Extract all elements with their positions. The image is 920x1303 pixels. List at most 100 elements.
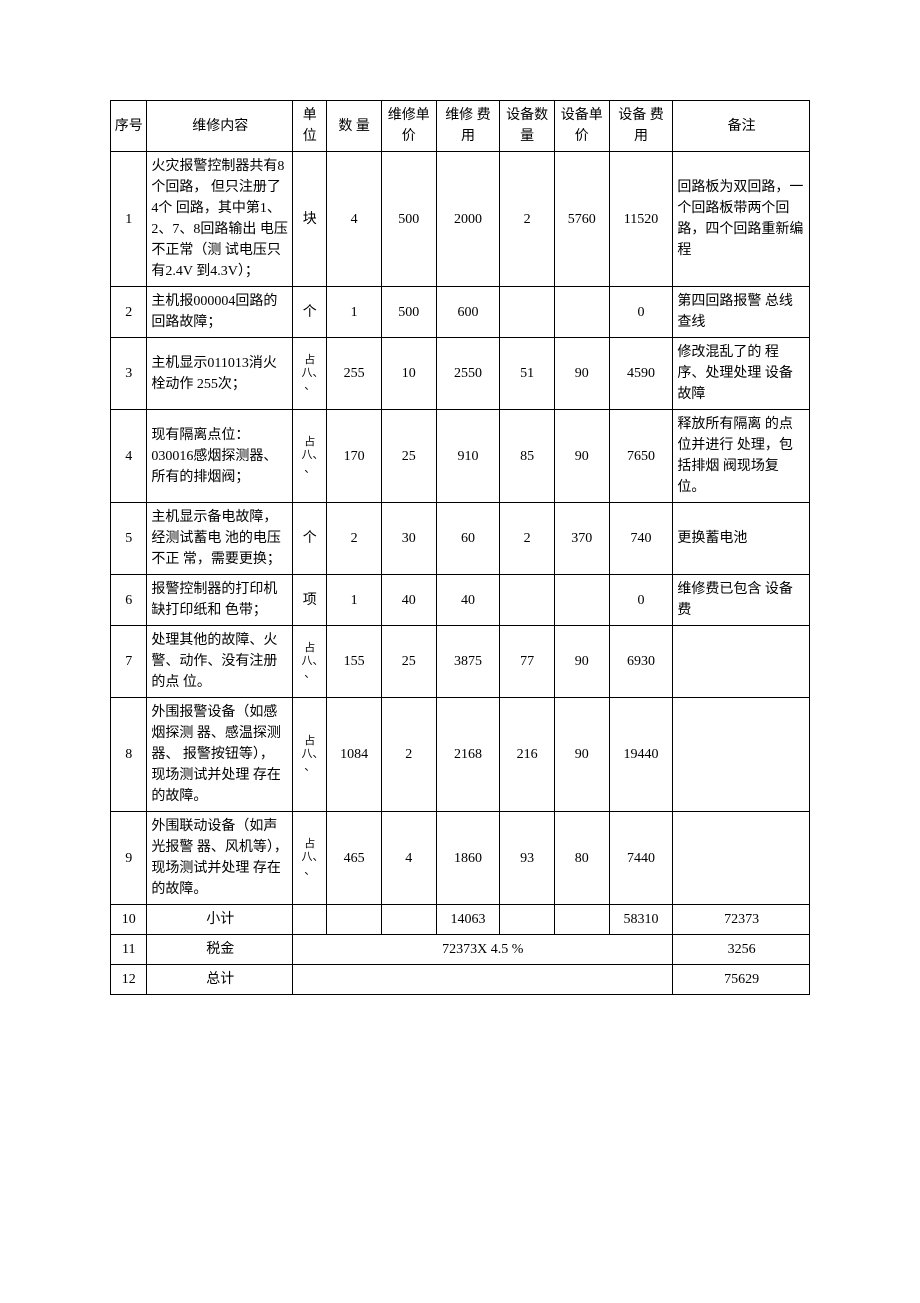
cell-qty: 155 — [327, 626, 382, 698]
cell-remark — [673, 812, 810, 905]
cell-remark: 更换蓄电池 — [673, 503, 810, 575]
cell-seq: 6 — [111, 575, 147, 626]
cell-fee: 1860 — [436, 812, 500, 905]
cell-eqty: 2 — [500, 152, 555, 287]
header-seq: 序号 — [111, 101, 147, 152]
cell-efee: 6930 — [609, 626, 673, 698]
cell-eprice: 370 — [554, 503, 609, 575]
cell-remark: 回路板为双回路，一个回路板带两个回路，四个回路重新编 程 — [673, 152, 810, 287]
cell-eqty: 216 — [500, 698, 555, 812]
cell-efee: 11520 — [609, 152, 673, 287]
cell-empty — [293, 965, 673, 995]
table-row: 5 主机显示备电故障，经测试蓄电 池的电压不正 常，需要更换； 个 2 30 6… — [111, 503, 810, 575]
cell-price: 2 — [381, 698, 436, 812]
cell-price: 30 — [381, 503, 436, 575]
cell-fee: 600 — [436, 287, 500, 338]
table-row: 6 报警控制器的打印机缺打印纸和 色带； 项 1 40 40 0 维修费已包含 … — [111, 575, 810, 626]
cell-eqty: 93 — [500, 812, 555, 905]
cell-fee: 2168 — [436, 698, 500, 812]
cell-efee: 0 — [609, 287, 673, 338]
cell-price: 25 — [381, 626, 436, 698]
cell-remark: 修改混乱了的 程序、处理处理 设备故障 — [673, 338, 810, 410]
cell-qty: 4 — [327, 152, 382, 287]
cell-tax-label: 税金 — [147, 935, 293, 965]
cell-seq: 8 — [111, 698, 147, 812]
cell-fee: 2550 — [436, 338, 500, 410]
table-row: 2 主机报000004回路的回路故障； 个 1 500 600 0 第四回路报警… — [111, 287, 810, 338]
cell-efee: 740 — [609, 503, 673, 575]
cell-unit: 块 — [293, 152, 327, 287]
cell-fee: 60 — [436, 503, 500, 575]
cell-unit: 占八、、 — [293, 812, 327, 905]
cell-fee: 40 — [436, 575, 500, 626]
cell-efee: 7650 — [609, 410, 673, 503]
maintenance-cost-table: 序号 维修内容 单位 数 量 维修单价 维修 费用 设备数量 设备单价 设备 费… — [110, 100, 810, 995]
header-content: 维修内容 — [147, 101, 293, 152]
table-row: 8 外围报警设备（如感烟探测 器、感温探测器、 报警按钮等）， 现场测试并处理 … — [111, 698, 810, 812]
cell-content: 外围联动设备（如声光报警 器、风机等）， 现场测试并处理 存在的故障。 — [147, 812, 293, 905]
cell-grandtotal-label: 总计 — [147, 965, 293, 995]
cell-empty — [327, 905, 382, 935]
cell-price: 40 — [381, 575, 436, 626]
subtotal-row: 10 小计 14063 58310 72373 — [111, 905, 810, 935]
cell-eqty: 85 — [500, 410, 555, 503]
cell-content: 外围报警设备（如感烟探测 器、感温探测器、 报警按钮等）， 现场测试并处理 存在… — [147, 698, 293, 812]
cell-empty — [554, 905, 609, 935]
cell-efee: 0 — [609, 575, 673, 626]
cell-seq: 10 — [111, 905, 147, 935]
cell-qty: 170 — [327, 410, 382, 503]
cell-eprice: 90 — [554, 410, 609, 503]
cell-eprice: 5760 — [554, 152, 609, 287]
cell-eprice: 80 — [554, 812, 609, 905]
header-unit: 单位 — [293, 101, 327, 152]
cell-qty: 255 — [327, 338, 382, 410]
header-row: 序号 维修内容 单位 数 量 维修单价 维修 费用 设备数量 设备单价 设备 费… — [111, 101, 810, 152]
cell-qty: 2 — [327, 503, 382, 575]
cell-seq: 2 — [111, 287, 147, 338]
table-row: 1 火灾报警控制器共有8个回路， 但只注册了 4个 回路，其中第1、 2、7、8… — [111, 152, 810, 287]
table-row: 3 主机显示011013消火栓动作 255次； 占八、、 255 10 2550… — [111, 338, 810, 410]
cell-efee: 19440 — [609, 698, 673, 812]
cell-eqty — [500, 575, 555, 626]
header-price: 维修单价 — [381, 101, 436, 152]
cell-unit: 项 — [293, 575, 327, 626]
cell-grandtotal-value: 75629 — [673, 965, 810, 995]
cell-unit: 占八、、 — [293, 410, 327, 503]
cell-seq: 7 — [111, 626, 147, 698]
cell-seq: 5 — [111, 503, 147, 575]
header-fee: 维修 费用 — [436, 101, 500, 152]
cell-unit: 占八、、 — [293, 626, 327, 698]
table-row: 9 外围联动设备（如声光报警 器、风机等）， 现场测试并处理 存在的故障。 占八… — [111, 812, 810, 905]
cell-eprice: 90 — [554, 338, 609, 410]
cell-qty: 1 — [327, 575, 382, 626]
header-remark: 备注 — [673, 101, 810, 152]
cell-price: 500 — [381, 287, 436, 338]
cell-empty — [381, 905, 436, 935]
cell-seq: 9 — [111, 812, 147, 905]
cell-price: 500 — [381, 152, 436, 287]
header-qty: 数 量 — [327, 101, 382, 152]
cell-price: 10 — [381, 338, 436, 410]
cell-content: 报警控制器的打印机缺打印纸和 色带； — [147, 575, 293, 626]
cell-tax-value: 3256 — [673, 935, 810, 965]
cell-eprice: 90 — [554, 698, 609, 812]
cell-unit: 占八、、 — [293, 698, 327, 812]
cell-eprice: 90 — [554, 626, 609, 698]
cell-qty: 1 — [327, 287, 382, 338]
cell-seq: 4 — [111, 410, 147, 503]
grandtotal-row: 12 总计 75629 — [111, 965, 810, 995]
cell-remark: 第四回路报警 总线查线 — [673, 287, 810, 338]
header-eqty: 设备数量 — [500, 101, 555, 152]
cell-unit: 个 — [293, 503, 327, 575]
table-row: 4 现有隔离点位：030016感烟探测器、所有的排烟阀； 占八、、 170 25… — [111, 410, 810, 503]
cell-content: 主机报000004回路的回路故障； — [147, 287, 293, 338]
header-efee: 设备 费用 — [609, 101, 673, 152]
cell-content: 主机显示备电故障，经测试蓄电 池的电压不正 常，需要更换； — [147, 503, 293, 575]
cell-qty: 1084 — [327, 698, 382, 812]
cell-content: 火灾报警控制器共有8个回路， 但只注册了 4个 回路，其中第1、 2、7、8回路… — [147, 152, 293, 287]
cell-empty — [500, 905, 555, 935]
cell-content: 处理其他的故障、火警、动作、没有注册的点 位。 — [147, 626, 293, 698]
cell-seq: 3 — [111, 338, 147, 410]
cell-efee: 7440 — [609, 812, 673, 905]
cell-empty — [293, 905, 327, 935]
